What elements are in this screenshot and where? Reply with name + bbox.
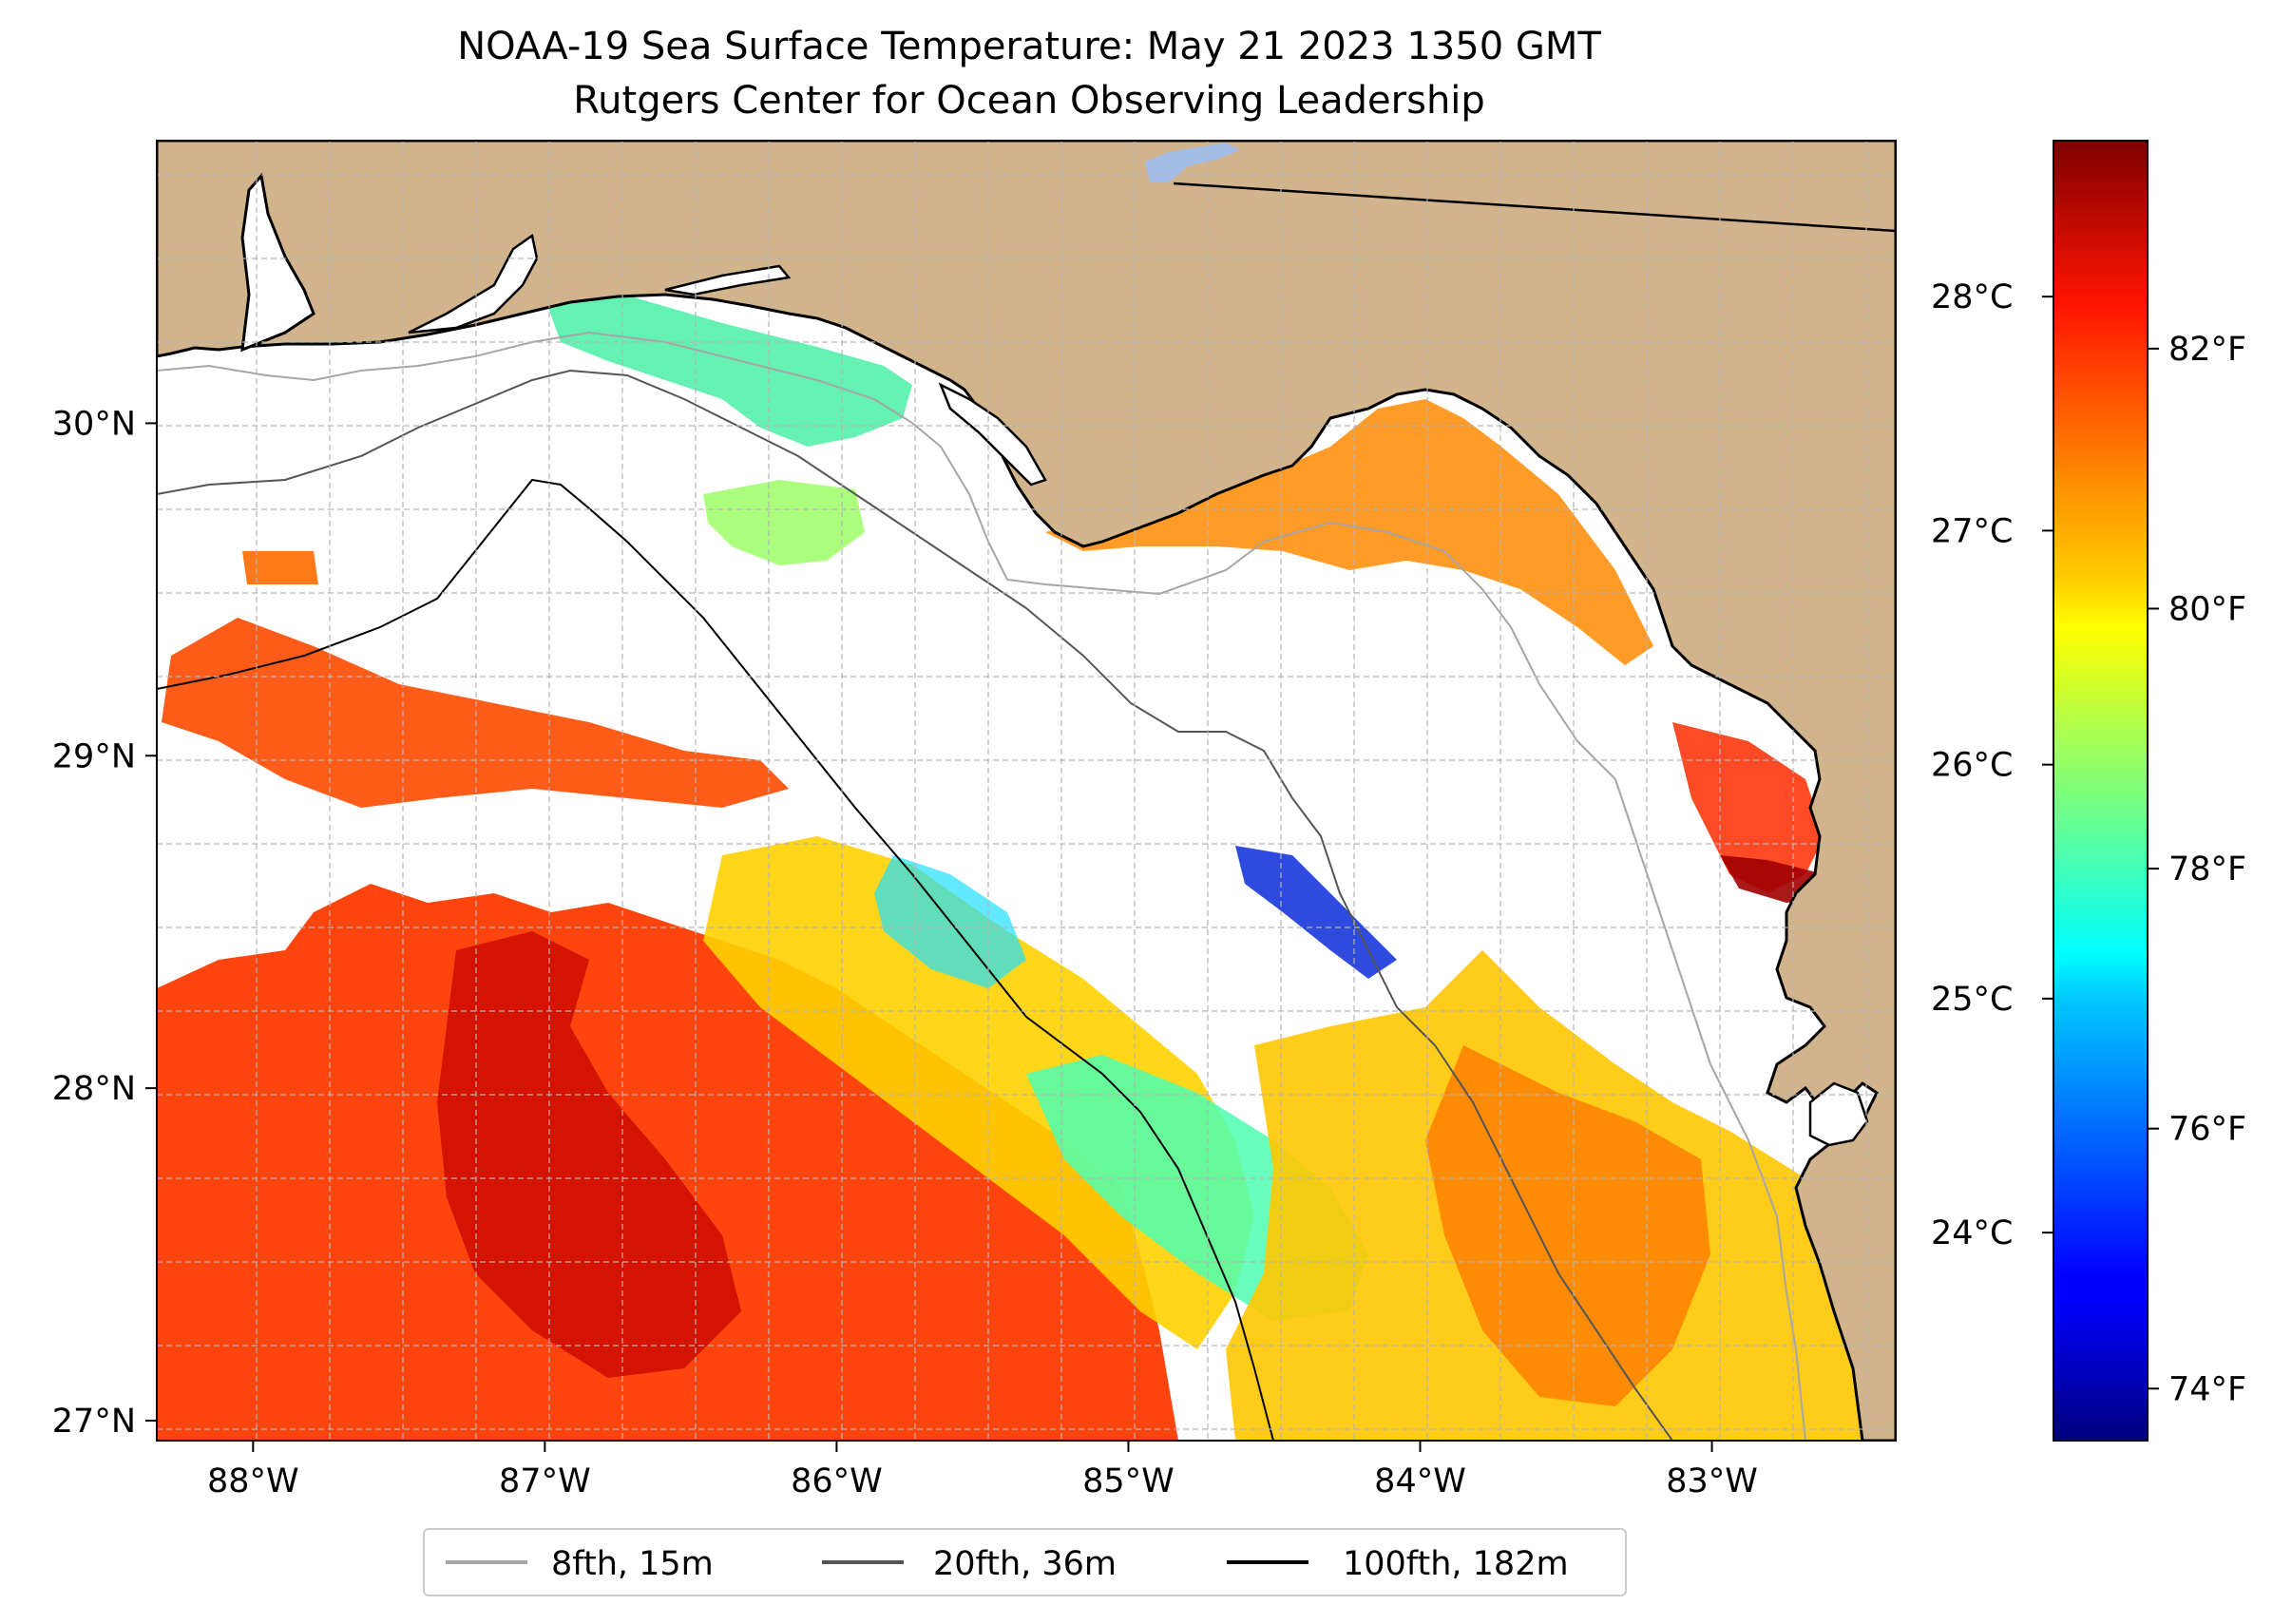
sst-patch-blue-spots bbox=[1235, 846, 1397, 979]
celsius-tick-label: 28°C bbox=[1931, 278, 2013, 316]
legend-label-36m: 20fth, 36m bbox=[933, 1545, 1117, 1583]
colorbar: 74°F 76°F 78°F 80°F 82°F 24°C 25°C 26°C 27°C 28°C bbox=[1931, 140, 2246, 1442]
legend-frame bbox=[423, 1528, 1627, 1596]
sst-data-layer bbox=[157, 255, 1896, 1441]
lon-tick-label: 85°W bbox=[1082, 1462, 1175, 1500]
map-subtitle: Rutgers Center for Ocean Observing Leade… bbox=[573, 79, 1485, 123]
map-title: NOAA-19 Sea Surface Temperature: May 21 … bbox=[457, 25, 1601, 68]
celsius-tick-label: 27°C bbox=[1931, 512, 2013, 550]
gridlines bbox=[157, 141, 1896, 1441]
sst-patch-mid-yellow bbox=[703, 836, 1254, 1349]
fahrenheit-tick-label: 82°F bbox=[2168, 331, 2246, 369]
legend-label-182m: 100fth, 182m bbox=[1343, 1545, 1569, 1583]
isobath-36m bbox=[157, 369, 1673, 1441]
legend-label-15m: 8fth, 15m bbox=[551, 1545, 714, 1583]
sst-patch-big-bend-coast bbox=[1045, 399, 1653, 665]
sst-patch-nearshore-panhandle-south bbox=[703, 480, 865, 565]
lon-tick-label: 84°W bbox=[1374, 1462, 1466, 1500]
lon-tick-label: 83°W bbox=[1666, 1462, 1758, 1500]
map-frame bbox=[156, 140, 1897, 1442]
fahrenheit-tick-label: 74°F bbox=[2168, 1370, 2246, 1408]
fahrenheit-tick-label: 78°F bbox=[2168, 850, 2246, 888]
celsius-tick-label: 25°C bbox=[1931, 981, 2013, 1019]
sst-patch-northwest-orange bbox=[242, 551, 318, 584]
tampa-bay bbox=[1808, 1081, 1869, 1147]
lat-tick-label: 27°N bbox=[52, 1403, 136, 1441]
colorbar-gradient bbox=[2053, 140, 2149, 1442]
colorbar-ticks: 74°F 76°F 78°F 80°F 82°F 24°C 25°C 26°C 27°C 28°C bbox=[1931, 278, 2246, 1408]
lat-tick-label: 29°N bbox=[52, 737, 136, 775]
apalachicola-bay bbox=[938, 382, 1047, 487]
sst-patch-south-east-orange bbox=[1425, 1045, 1710, 1406]
lat-tick-label: 28°N bbox=[52, 1070, 136, 1108]
sst-patch-nearshore-panhandle bbox=[546, 290, 912, 447]
lake-seminole bbox=[1145, 143, 1240, 182]
fahrenheit-tick-label: 80°F bbox=[2168, 590, 2246, 628]
isobath-15m bbox=[157, 331, 1806, 1441]
map-panel bbox=[157, 141, 1896, 1441]
sst-patch-south-warm bbox=[157, 884, 1178, 1441]
sst-patch-west-coast-florida bbox=[1672, 722, 1824, 893]
celsius-tick-label: 26°C bbox=[1931, 747, 2013, 785]
lon-tick-label: 86°W bbox=[791, 1462, 883, 1500]
fahrenheit-tick-label: 76°F bbox=[2168, 1111, 2246, 1149]
isobath-182m bbox=[157, 478, 1274, 1441]
mobile-bay bbox=[240, 172, 315, 353]
celsius-tick-label: 24°C bbox=[1931, 1214, 2013, 1252]
axis-ticks: 88°W 87°W 86°W 85°W 84°W 83°W 27°N 28°N 29°N 30°N bbox=[52, 405, 1758, 1500]
state-border bbox=[1173, 182, 1896, 233]
isobath-legend: 8fth, 15m 20fth, 36m 100fth, 182m bbox=[423, 1528, 1627, 1596]
pensacola-bay bbox=[408, 233, 539, 334]
lon-tick-label: 88°W bbox=[207, 1462, 299, 1500]
lon-tick-label: 87°W bbox=[499, 1462, 591, 1500]
lat-tick-label: 30°N bbox=[52, 405, 136, 443]
sst-patch-south-red bbox=[437, 931, 741, 1378]
